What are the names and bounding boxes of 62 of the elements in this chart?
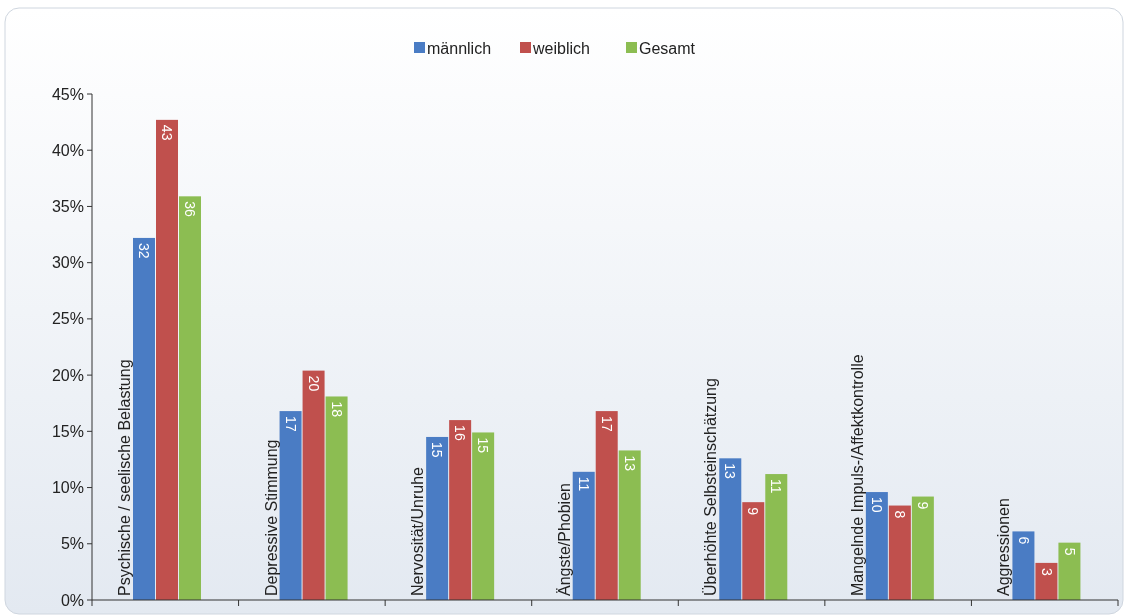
bar	[719, 458, 742, 600]
y-tick-label: 20%	[51, 366, 84, 384]
data-label: 15	[475, 437, 492, 454]
data-label: 16	[452, 425, 469, 441]
legend-label: weiblich	[532, 39, 590, 57]
data-label: 9	[914, 501, 931, 510]
data-label: 6	[1015, 536, 1032, 545]
y-tick-label: 15%	[51, 422, 84, 440]
data-label: 17	[598, 416, 615, 432]
data-label: 15	[429, 441, 446, 458]
x-tick-label: Psychische / seelische Belastung	[116, 359, 133, 596]
y-tick-label: 25%	[51, 310, 84, 328]
data-label: 5	[1061, 547, 1078, 556]
bar	[302, 370, 325, 600]
y-tick-label: 30%	[51, 254, 84, 272]
data-label: 17	[282, 416, 299, 432]
y-tick-label: 35%	[51, 198, 84, 216]
x-tick-label: Aggressionen	[995, 498, 1013, 596]
y-tick-label: 40%	[51, 141, 84, 159]
data-label: 32	[136, 242, 153, 259]
data-label: 18	[328, 401, 345, 418]
bar	[865, 492, 888, 600]
data-label: 43	[159, 124, 176, 141]
bar	[279, 411, 302, 600]
bar	[595, 411, 618, 600]
data-label: 3	[1038, 567, 1055, 576]
x-tick-label: Ängste/Phobien	[555, 483, 573, 596]
x-tick-label: Mangelnde Impuls-/Affektkontrolle	[848, 354, 866, 596]
y-tick-label: 5%	[60, 535, 84, 553]
bar	[179, 196, 201, 600]
data-label: 8	[891, 510, 908, 519]
bar	[325, 396, 348, 600]
data-label: 20	[305, 375, 322, 392]
bar	[742, 502, 765, 600]
bar	[449, 420, 472, 600]
bar	[472, 432, 495, 600]
bar	[133, 237, 155, 600]
data-label: 13	[621, 455, 638, 472]
bar	[911, 496, 934, 600]
data-label: 10	[868, 497, 885, 513]
bar	[426, 436, 449, 600]
x-tick-label: Depressive Stimmung	[262, 439, 280, 596]
data-label: 11	[575, 476, 592, 492]
bar	[618, 450, 641, 600]
bar	[888, 505, 911, 600]
legend-label: Gesamt	[639, 39, 696, 57]
bar	[765, 474, 788, 600]
bar	[572, 471, 595, 600]
data-label: 36	[182, 201, 199, 218]
x-tick-label: Überhöhte Selbsteinschätzung	[702, 378, 720, 596]
y-tick-label: 45%	[51, 85, 84, 103]
legend-label: männlich	[427, 39, 492, 57]
y-tick-label: 10%	[51, 479, 84, 497]
bar	[1058, 542, 1081, 600]
x-tick-label: Nervosität/Unruhe	[409, 466, 427, 596]
data-label: 11	[768, 479, 785, 494]
y-tick-label: 0%	[60, 591, 84, 609]
bar	[156, 119, 178, 600]
data-label: 9	[745, 507, 762, 516]
bar	[1012, 531, 1035, 600]
data-label: 13	[722, 463, 739, 480]
bar	[1035, 562, 1058, 600]
